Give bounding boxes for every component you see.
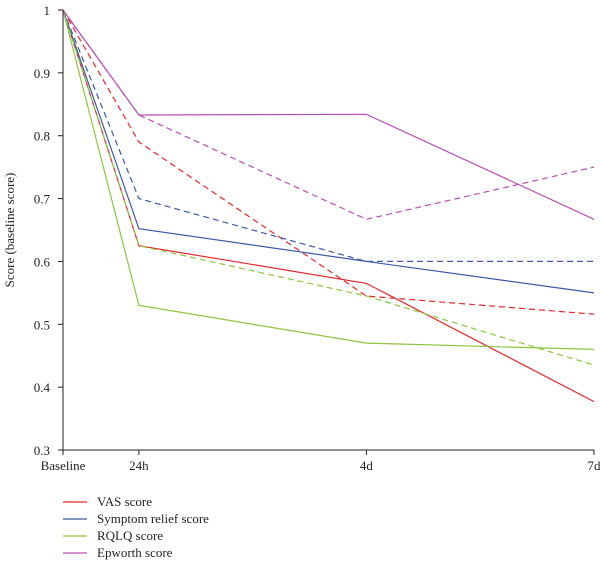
series-line-symptom-relief-score-dashed — [62, 9, 594, 262]
series-line-symptom-relief-score-solid — [62, 9, 595, 294]
x-tick-label: 4d — [360, 458, 374, 473]
y-tick-label: 1 — [44, 3, 51, 18]
series-line-epworth-score-solid — [62, 9, 595, 220]
legend-label-rqlq-score: RQLQ score — [97, 528, 163, 543]
legend-label-epworth-score: Epworth score — [97, 545, 173, 560]
x-tick-label: Baseline — [41, 458, 86, 473]
y-tick-label: 0.6 — [34, 254, 51, 269]
legend-label-symptom-relief-score: Symptom relief score — [97, 511, 209, 526]
y-tick-label: 0.9 — [34, 66, 50, 81]
legend: VAS score Symptom relief score RQLQ score E… — [63, 494, 209, 560]
series-line-epworth-score-dashed — [62, 9, 595, 220]
legend-label-vas-score: VAS score — [97, 494, 152, 509]
x-tick-label: 24h — [129, 458, 149, 473]
y-tick-label: 0.8 — [34, 129, 50, 144]
y-tick-label: 0.3 — [34, 443, 50, 458]
series-line-vas-score-solid — [62, 9, 595, 403]
y-axis-title: Score (baseline score) — [2, 173, 17, 288]
series-layer — [62, 9, 595, 403]
y-tick-label: 0.5 — [34, 317, 50, 332]
y-tick-label: 0.7 — [34, 192, 51, 207]
series-line-vas-score-dashed — [62, 9, 595, 315]
x-tick-label: 7d — [588, 458, 600, 473]
series-line-rqlq-score-solid — [62, 9, 595, 350]
axes: 0.3 0.4 0.5 0.6 0.7 0.8 0.9 1 Baseline 24h 4d 7d Sco… — [2, 3, 600, 473]
y-tick-label: 0.4 — [34, 380, 51, 395]
series-line-rqlq-score-dashed — [62, 9, 595, 366]
